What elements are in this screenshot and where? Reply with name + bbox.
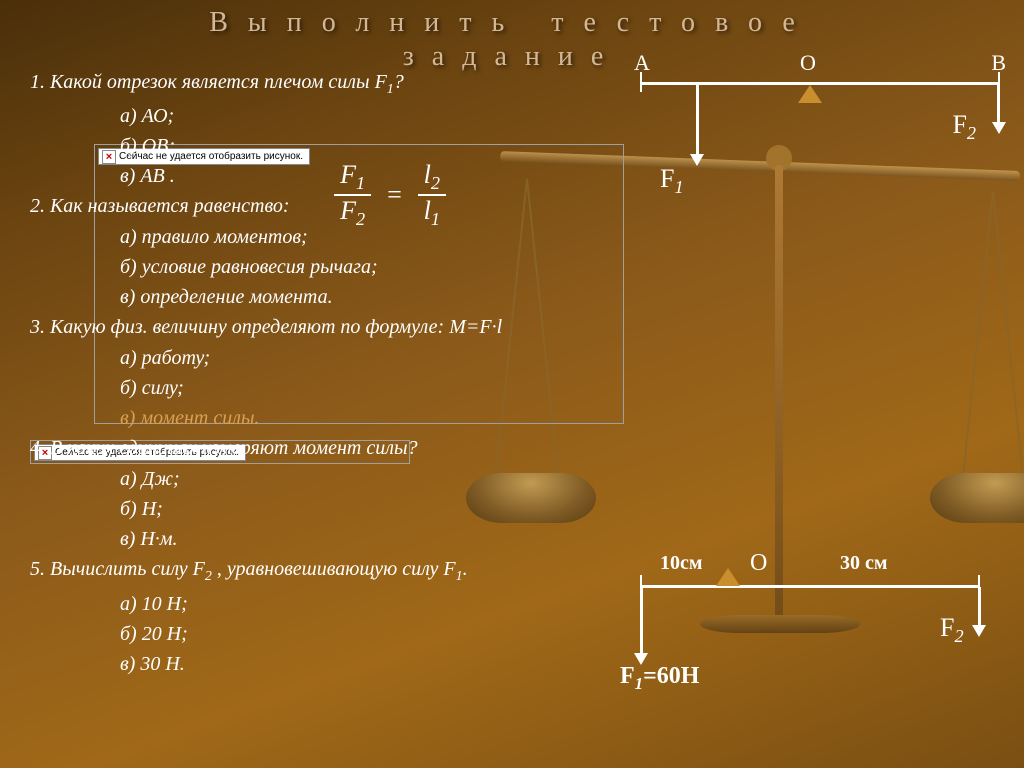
question-4: 4. В каких единицах измеряют момент силы… bbox=[30, 434, 650, 463]
q5-text-b: , уравновешивающую силу F bbox=[212, 558, 456, 580]
q5-text-c: . bbox=[463, 558, 468, 580]
q1-text: 1. Какой отрезок является плечом силы F bbox=[30, 71, 387, 93]
f2sub: 2 bbox=[356, 209, 365, 229]
f1-arrow bbox=[640, 587, 643, 655]
q4-opt-a: а) Дж; bbox=[120, 465, 650, 494]
q1-opt-b: б) ОВ; bbox=[120, 132, 650, 161]
l1: l bbox=[424, 196, 431, 225]
scale-chain bbox=[992, 191, 1024, 480]
f1: F bbox=[340, 160, 356, 189]
q5-text-a: 5. Вычислить силу F bbox=[30, 558, 205, 580]
q2-options: а) правило моментов; б) условие равновес… bbox=[30, 223, 650, 312]
q2-opt-b: б) условие равновесия рычага; bbox=[120, 253, 650, 282]
q4-options: а) Дж; б) Н; в) Н·м. bbox=[30, 465, 650, 554]
q4-opt-c: в) Н·м. bbox=[120, 525, 650, 554]
f2-arrowhead bbox=[992, 122, 1006, 134]
question-5: 5. Вычислить силу F2 , уравновешивающую … bbox=[30, 555, 650, 587]
q4-opt-b: б) Н; bbox=[120, 495, 650, 524]
q1-tail: ? bbox=[394, 71, 404, 93]
lever-diagram-bottom: 10см 30 см O F1=60H F2 bbox=[630, 555, 1000, 735]
lever-bar bbox=[640, 585, 980, 588]
title-line1: Выполнить тестовое bbox=[0, 6, 1024, 40]
q3-opt-b: б) силу; bbox=[120, 374, 650, 403]
q3-opt-c: в) момент силы. bbox=[120, 404, 650, 433]
q5-opt-c: в) 30 Н. bbox=[120, 650, 650, 679]
l2: l bbox=[424, 160, 431, 189]
distance-10cm: 10см bbox=[660, 552, 703, 575]
q1-sub: 1 bbox=[387, 82, 394, 97]
scale-chain bbox=[962, 191, 994, 480]
f1-label: F1=60H bbox=[620, 663, 699, 694]
label-a: A bbox=[634, 50, 650, 76]
q2-opt-c: в) определение момента. bbox=[120, 283, 650, 312]
f1-arrow bbox=[696, 84, 699, 156]
q5-opt-b: б) 20 Н; bbox=[120, 620, 650, 649]
f2: F bbox=[340, 196, 356, 225]
frac-right: l2 l1 bbox=[418, 160, 446, 230]
distance-30cm: 30 см bbox=[840, 552, 888, 575]
label-o: O bbox=[800, 50, 816, 76]
q3-opt-a: а) работу; bbox=[120, 344, 650, 373]
frac-left: F1 F2 bbox=[334, 160, 371, 230]
l2sub: 2 bbox=[431, 173, 440, 193]
f1-arrowhead bbox=[690, 154, 704, 166]
lever-diagram-top: A O B F1 F2 bbox=[640, 62, 1000, 212]
f2-arrow bbox=[978, 587, 981, 627]
f2-label: F2 bbox=[940, 613, 964, 647]
f2-label: F2 bbox=[952, 110, 976, 144]
eq-sign: = bbox=[386, 180, 404, 209]
q5-sub2: 2 bbox=[205, 569, 212, 584]
f1-label: F1 bbox=[660, 164, 684, 198]
q1-opt-a: а) АО; bbox=[120, 102, 650, 131]
fulcrum-icon bbox=[798, 85, 822, 103]
q5-sub1: 1 bbox=[456, 569, 463, 584]
l1sub: 1 bbox=[431, 209, 440, 229]
f2-arrowhead bbox=[972, 625, 986, 637]
question-1: 1. Какой отрезок является плечом силы F1… bbox=[30, 68, 650, 100]
scale-pan-right bbox=[930, 473, 1024, 523]
label-b: B bbox=[991, 50, 1006, 76]
q5-options: а) 10 Н; б) 20 Н; в) 30 Н. bbox=[30, 590, 650, 679]
formula: F1 F2 = l2 l1 bbox=[330, 160, 450, 230]
label-o: O bbox=[750, 550, 767, 577]
q3-options: а) работу; б) силу; в) момент силы. bbox=[30, 344, 650, 433]
f2-arrow bbox=[997, 84, 1000, 124]
q5-opt-a: а) 10 Н; bbox=[120, 590, 650, 619]
fulcrum-icon bbox=[716, 568, 740, 586]
f1sub: 1 bbox=[356, 173, 365, 193]
question-3: 3. Какую физ. величину определяют по фор… bbox=[30, 313, 650, 342]
